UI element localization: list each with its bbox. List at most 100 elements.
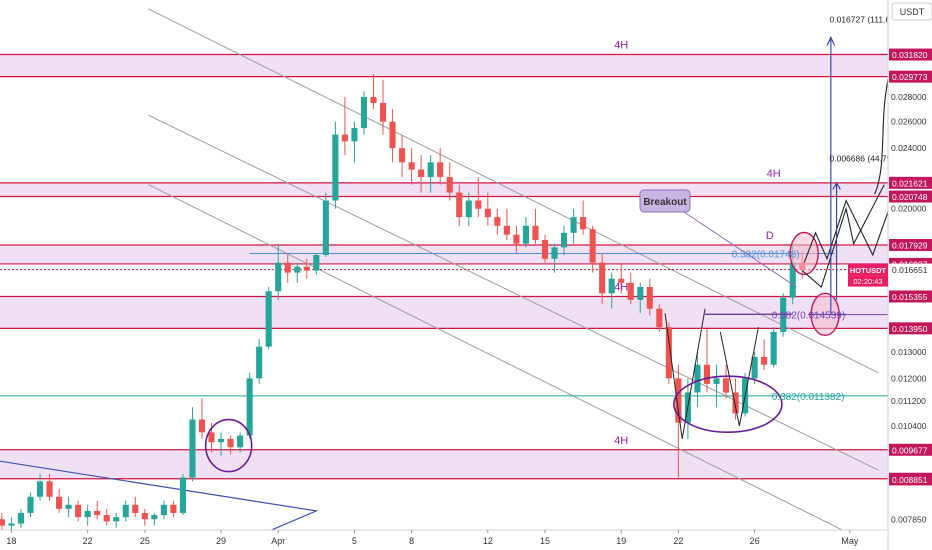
candle-body (418, 169, 425, 178)
candle-body (132, 504, 139, 513)
candle-body (122, 504, 129, 518)
candle-body (246, 378, 253, 436)
candle-body (484, 208, 491, 218)
candle-body (227, 438, 234, 448)
price-label: 0.017929 (892, 241, 928, 251)
triangle-line (0, 460, 319, 530)
pattern-line (719, 327, 759, 426)
candle-body (408, 162, 415, 170)
candle-body (8, 523, 15, 526)
highlight-ellipse (673, 375, 783, 434)
x-tick-label: May (841, 536, 859, 546)
price-label: 0.013950 (892, 324, 928, 334)
candle-body (599, 262, 606, 294)
zone-label: 4H (614, 40, 628, 52)
plot-area: 4H 4H D 4H 4H 0.382(0.01748) 0.382(0.014539) 0.… (0, 8, 932, 530)
candle-body (46, 481, 53, 497)
zone-band (0, 54, 888, 77)
candle-body (427, 162, 434, 178)
callout-pointer (683, 211, 797, 288)
candle-body (103, 515, 110, 522)
candle-body (265, 291, 272, 347)
candle-body (703, 364, 711, 384)
candle-body (522, 225, 529, 244)
candle-body (732, 392, 739, 414)
candle-body (160, 504, 167, 516)
candle-body (322, 200, 329, 255)
candle-body (675, 378, 682, 423)
candle-body (503, 225, 510, 235)
candle-body (84, 510, 91, 518)
price-label: 0.031820 (892, 50, 928, 60)
candle-body (646, 286, 653, 309)
price-label-bg (889, 176, 932, 189)
x-tick-label: 8 (409, 536, 414, 546)
candle-body (789, 262, 796, 298)
zone-label: 4H (614, 281, 628, 293)
candle-body (475, 200, 482, 209)
candle-body (75, 504, 82, 518)
candle-body (589, 229, 596, 263)
y-tick-label: 0.010400 (891, 421, 927, 431)
zone-band (0, 182, 888, 197)
candle-body (179, 477, 186, 513)
breakout-label: Breakout (643, 197, 687, 208)
candle-body (494, 217, 501, 226)
candle-body (580, 217, 587, 230)
x-tick-label: 26 (750, 536, 760, 546)
candle-body (465, 200, 472, 218)
candle-body (456, 192, 463, 218)
candle-body (379, 102, 387, 122)
x-tick-label: 29 (216, 536, 226, 546)
countdown-bg (848, 275, 888, 287)
zone-band (0, 245, 888, 264)
candle-body (17, 512, 25, 524)
highlight-ellipse (204, 418, 253, 473)
candle-body (284, 262, 291, 273)
last-price-label: 0.016651 (892, 265, 928, 275)
candle-body (189, 419, 196, 478)
candle-body (665, 327, 672, 379)
channel-line (148, 184, 844, 530)
price-label: 0.008851 (892, 475, 928, 485)
candle-body (56, 496, 63, 509)
candle-body (313, 254, 320, 271)
x-tick-label: 15 (540, 536, 550, 546)
candle-body (618, 278, 625, 283)
candle-body (446, 177, 453, 193)
candle-body (656, 308, 663, 328)
measurement-label: 0.016727 (111.60%) 16727 (830, 15, 932, 25)
candle-body (608, 278, 615, 294)
candle-body (275, 262, 282, 292)
y-tick-label: 0.020000 (891, 204, 927, 214)
currency-box (891, 2, 932, 21)
price-label-bg (889, 473, 932, 486)
y-tick-label: 0.028000 (891, 92, 927, 102)
candle-body (217, 438, 225, 443)
candle-body (437, 162, 444, 178)
candle-body (694, 364, 701, 393)
price-label: 0.029773 (892, 72, 928, 82)
x-tick-label: 5 (352, 536, 357, 546)
fib-level-label: 0.382(0.01748) (732, 249, 800, 260)
zone-band (0, 296, 888, 329)
candle-body (551, 247, 558, 259)
y-tick-label: 0.026000 (891, 117, 927, 127)
channel-line (148, 8, 879, 374)
price-label: 0.009677 (892, 445, 928, 455)
candle-body (303, 266, 310, 271)
candle-body (389, 121, 396, 149)
price-label: 0.020748 (892, 192, 928, 202)
candle-body (65, 504, 72, 509)
candle-body (761, 356, 768, 365)
price-label-bg (889, 70, 932, 83)
x-tick-label: 22 (83, 536, 93, 546)
projection-line (801, 184, 885, 288)
candle-body (513, 234, 520, 244)
candle-body (360, 97, 368, 129)
candle-body (561, 232, 568, 248)
pattern-line (664, 308, 706, 439)
candle-body (170, 504, 177, 513)
price-label-bg (889, 443, 932, 456)
